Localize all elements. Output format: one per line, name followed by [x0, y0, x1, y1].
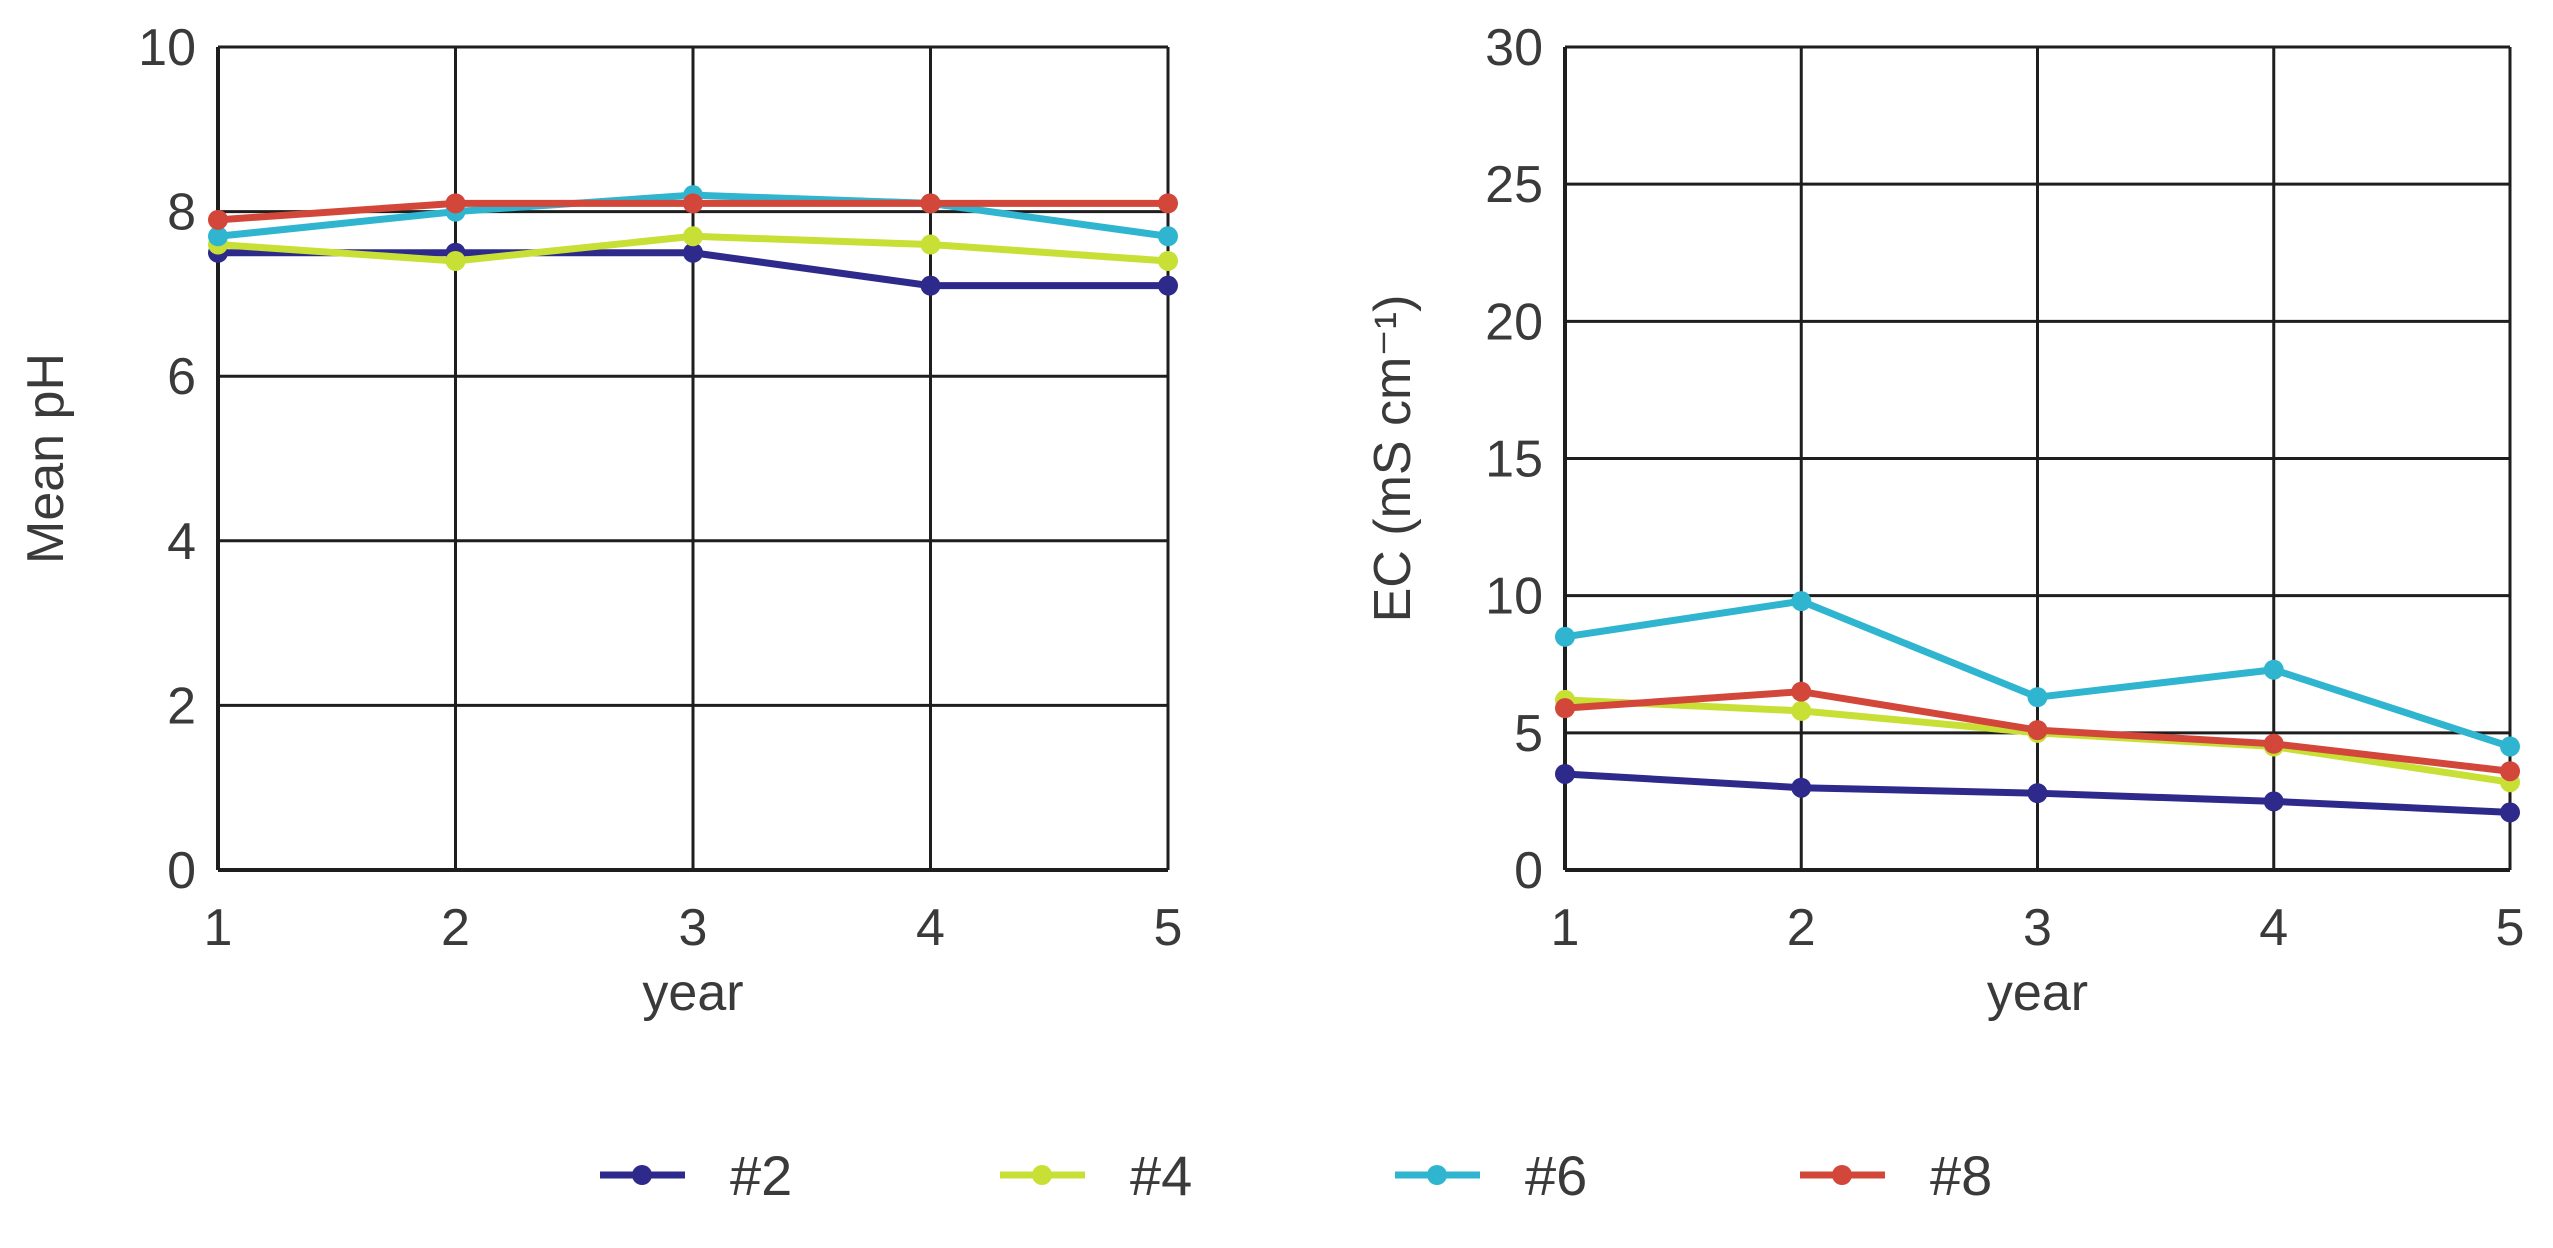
data-point-marker	[920, 234, 941, 255]
y-tick-label: 2	[167, 677, 196, 735]
x-tick-label: 5	[1154, 899, 1183, 957]
x-axis-label: year	[642, 964, 743, 1022]
legend-swatch-marker	[1832, 1165, 1852, 1185]
legend-item-n6: #6	[1395, 1144, 1587, 1207]
data-point-marker	[445, 250, 466, 271]
data-point-marker	[1555, 763, 1575, 784]
data-point-marker	[2263, 659, 2284, 680]
data-point-marker	[683, 226, 703, 247]
x-tick-label: 4	[916, 899, 945, 957]
series-n4	[208, 226, 1178, 271]
x-tick-label: 2	[1787, 899, 1816, 957]
y-tick-label: 10	[138, 19, 196, 77]
x-axis-label: year	[1987, 964, 2088, 1022]
data-point-marker	[2027, 687, 2048, 708]
y-axis-label: Mean pH	[17, 353, 75, 564]
data-point-marker	[1791, 700, 1812, 721]
data-point-marker	[1158, 193, 1178, 214]
x-tick-label: 1	[1551, 899, 1580, 957]
data-point-marker	[2263, 791, 2284, 812]
x-tick-label: 2	[441, 899, 470, 957]
x-tick-label: 1	[204, 899, 233, 957]
legend-label: #8	[1930, 1144, 1992, 1207]
y-axis-label: EC (mS cm⁻¹)	[1364, 295, 1422, 623]
y-tick-label: 30	[1485, 19, 1543, 77]
data-point-marker	[1555, 626, 1575, 647]
data-point-marker	[920, 275, 941, 296]
data-point-marker	[1158, 226, 1178, 247]
ec-chart: 0 5 10 15 20 25 30 1 2 3 4 5 year EC (mS cm⁻¹)	[1364, 19, 2524, 1022]
data-point-marker	[683, 242, 703, 263]
data-point-marker	[920, 193, 941, 214]
data-point-marker	[208, 209, 228, 230]
legend-item-n4: #4	[1000, 1144, 1192, 1207]
data-point-marker	[2500, 736, 2520, 757]
y-tick-label: 25	[1485, 156, 1543, 214]
data-point-marker	[683, 193, 703, 214]
x-tick-label: 4	[2259, 899, 2288, 957]
legend-item-n8: #8	[1800, 1144, 1992, 1207]
series-n8	[208, 193, 1178, 230]
legend-item-n2: #2	[600, 1144, 792, 1207]
y-tick-label: 20	[1485, 293, 1543, 351]
data-point-marker	[2500, 761, 2520, 782]
legend-swatch-marker	[632, 1165, 652, 1185]
y-tick-label: 15	[1485, 431, 1543, 489]
legend-label: #2	[730, 1144, 792, 1207]
y-tick-label: 5	[1514, 705, 1543, 763]
data-point-marker	[1158, 250, 1178, 271]
series-n8	[1555, 681, 2520, 782]
x-tick-label: 5	[2496, 899, 2525, 957]
y-tick-label: 10	[1485, 568, 1543, 626]
x-tick-label: 3	[679, 899, 708, 957]
x-tick-label: 3	[2023, 899, 2052, 957]
data-point-marker	[1791, 777, 1812, 798]
data-point-marker	[2027, 720, 2048, 741]
data-point-marker	[1791, 681, 1812, 702]
data-point-marker	[2027, 783, 2048, 804]
series-n2	[1555, 763, 2520, 823]
data-point-marker	[445, 193, 466, 214]
legend: #2 #4 #6 #8	[600, 1144, 1992, 1207]
y-tick-label: 4	[167, 513, 196, 571]
y-tick-label: 8	[167, 184, 196, 242]
legend-label: #4	[1130, 1144, 1192, 1207]
y-tick-label: 0	[167, 842, 196, 900]
y-tick-label: 6	[167, 348, 196, 406]
series-n6	[1555, 591, 2520, 757]
data-point-marker	[1791, 591, 1812, 612]
data-point-marker	[2500, 802, 2520, 823]
data-point-marker	[208, 226, 228, 247]
y-tick-label: 0	[1514, 842, 1543, 900]
legend-swatch-marker	[1427, 1165, 1447, 1185]
data-point-marker	[2263, 733, 2284, 754]
data-point-marker	[1555, 698, 1575, 719]
legend-label: #6	[1525, 1144, 1587, 1207]
data-point-marker	[1158, 275, 1178, 296]
legend-swatch-marker	[1032, 1165, 1052, 1185]
